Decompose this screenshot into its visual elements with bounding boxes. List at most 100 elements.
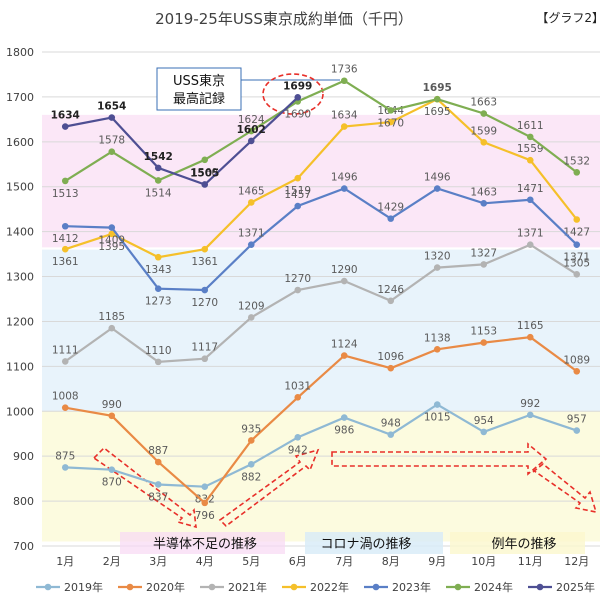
data-label: 1429 — [377, 202, 404, 214]
data-point — [201, 286, 209, 294]
data-point — [201, 355, 209, 363]
data-point — [387, 118, 395, 126]
y-tick-label: 1000 — [6, 405, 34, 418]
series-line — [65, 96, 299, 186]
data-point — [480, 138, 488, 146]
data-label: 935 — [241, 423, 261, 435]
data-label: 1634 — [51, 110, 80, 122]
band-label-bg-semiconductor — [120, 532, 285, 554]
data-label: 1427 — [563, 227, 590, 239]
data-point — [573, 169, 581, 176]
data-point — [247, 137, 255, 145]
series-2023年: 1412 1409 1273 1270 1371 1457 1496 1429 1496 1463… — [52, 172, 590, 309]
data-point — [154, 285, 162, 292]
legend-label: 2023年 — [392, 580, 431, 594]
legend-label: 2021年 — [228, 580, 267, 594]
data-point — [573, 427, 581, 434]
data-label: 1290 — [331, 264, 358, 276]
data-label: 1031 — [284, 380, 311, 392]
data-point — [247, 314, 255, 321]
band-label-corona: コロナ渦の推移 — [320, 537, 411, 552]
data-point — [340, 77, 348, 85]
data-point — [61, 358, 69, 365]
data-point — [340, 185, 348, 192]
data-label: 1634 — [331, 110, 358, 122]
data-label: 1559 — [517, 143, 544, 155]
data-point — [201, 483, 209, 491]
data-point — [201, 156, 209, 164]
data-label: 1305 — [563, 257, 590, 269]
chart-tag: 【グラフ2】 — [536, 11, 604, 25]
x-tick-label: 6月 — [289, 555, 307, 568]
data-label: 1514 — [145, 187, 172, 199]
data-label: 1663 — [470, 97, 497, 109]
x-tick-label: 1月 — [56, 555, 74, 568]
data-label: 1505 — [190, 167, 219, 179]
band-label-semiconductor: 半導体不足の推移 — [153, 537, 257, 552]
series-2019年: 8758708378328829429869481015954992957 — [55, 398, 587, 506]
series-line — [64, 243, 578, 364]
data-point — [340, 123, 348, 130]
x-tick-label: 4月 — [196, 555, 214, 568]
data-point — [573, 216, 581, 223]
y-tick-label: 800 — [13, 495, 34, 508]
data-label: 1699 — [283, 80, 312, 92]
legend-item-2019年: 2019年 — [36, 580, 103, 594]
data-label: 1361 — [191, 256, 218, 268]
legend-swatch-marker — [536, 583, 544, 591]
data-label: 1165 — [517, 320, 544, 332]
series-2022年: 1361139513431361146515191634164416951599… — [52, 82, 590, 276]
y-tick-label: 1300 — [6, 271, 34, 284]
data-label: 1496 — [424, 172, 451, 184]
series-2021年: 1111 1185 1110 1117 1209 1270 1290 1246 1320 1327… — [52, 228, 590, 366]
data-point — [573, 271, 581, 278]
data-point — [480, 261, 488, 268]
x-tick-label: 5月 — [242, 555, 260, 568]
data-label: 957 — [567, 414, 587, 426]
data-point — [294, 286, 302, 294]
data-label: 1117 — [191, 342, 218, 354]
data-label: 1695 — [424, 106, 451, 118]
data-point — [526, 156, 534, 164]
legend-item-2025年: 2025年 — [528, 580, 595, 594]
data-point — [61, 123, 69, 130]
data-label: 1602 — [237, 124, 266, 136]
data-point — [480, 110, 488, 117]
data-label: 1578 — [98, 135, 125, 147]
data-label: 1015 — [424, 412, 451, 424]
y-tick-label: 1200 — [6, 315, 34, 328]
data-label: 1409 — [98, 235, 125, 247]
x-tick-label: 10月 — [471, 555, 496, 568]
arrow-recovery — [218, 448, 320, 528]
data-label: 1008 — [52, 391, 79, 403]
data-label: 1096 — [377, 351, 404, 363]
record-circle — [262, 73, 324, 115]
data-label: 1695 — [423, 82, 452, 94]
data-label: 875 — [55, 450, 75, 462]
data-label: 1209 — [238, 300, 265, 312]
data-label: 1343 — [145, 264, 172, 276]
x-tick-label: 9月 — [428, 555, 446, 568]
data-label: 1654 — [97, 101, 126, 113]
data-label: 990 — [102, 399, 122, 411]
data-point — [480, 339, 488, 346]
data-label: 1560 — [191, 167, 218, 179]
data-point — [247, 437, 255, 444]
data-point — [108, 412, 116, 420]
record-callout-text: 最高記録 — [173, 91, 225, 107]
data-point — [61, 404, 69, 411]
band-label-bg-normal — [450, 532, 585, 554]
series-line — [65, 403, 578, 488]
data-point — [340, 277, 348, 285]
data-point — [108, 466, 116, 473]
data-point — [433, 185, 441, 192]
legend-item-2024年: 2024年 — [446, 580, 513, 594]
data-label: 1624 — [238, 114, 265, 126]
data-label: 992 — [520, 398, 540, 410]
data-label: 1124 — [331, 339, 358, 351]
legend-label: 2025年 — [556, 580, 595, 594]
legend-swatch-marker — [290, 583, 298, 591]
data-point — [108, 224, 116, 231]
x-tick-label: 7月 — [335, 555, 353, 568]
